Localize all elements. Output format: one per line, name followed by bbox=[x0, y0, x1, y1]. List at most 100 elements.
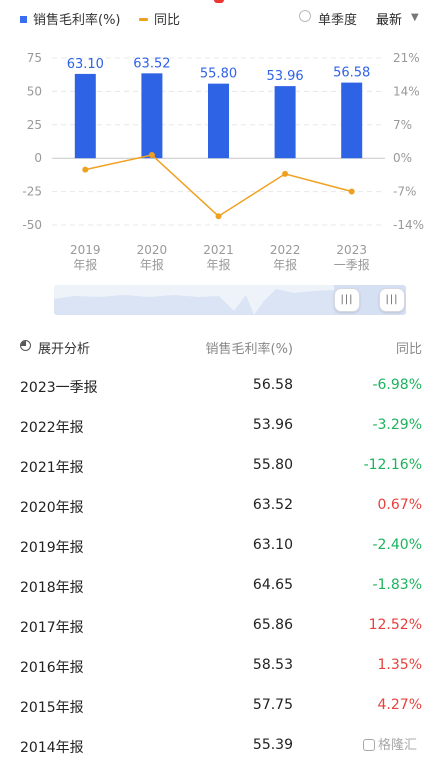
value-cell: 55.80 bbox=[252, 457, 293, 473]
x-tick-label-year: 2023 bbox=[336, 243, 367, 257]
x-tick-label-year: 2019 bbox=[70, 243, 101, 257]
watermark-logo-icon bbox=[363, 739, 375, 751]
bar bbox=[74, 73, 96, 159]
slider-preview-area bbox=[54, 289, 406, 315]
bar-value-label: 63.52 bbox=[133, 56, 170, 71]
latest-dropdown[interactable]: 最新 bbox=[376, 13, 403, 28]
legend-yoy-label: 同比 bbox=[154, 13, 181, 28]
period-cell: 2023一季报 bbox=[20, 380, 98, 396]
table-row[interactable]: 2014年报 55.39 bbox=[0, 737, 439, 777]
header-gross-margin: 销售毛利率(%) bbox=[205, 342, 294, 357]
value-cell: 63.10 bbox=[252, 537, 293, 553]
period-cell: 2021年报 bbox=[20, 460, 84, 476]
y-right-tick-label: 0% bbox=[393, 151, 412, 165]
watermark: 格隆汇 bbox=[363, 734, 417, 753]
table-row[interactable]: 2015年报 57.75 4.27% bbox=[0, 697, 439, 737]
expand-analysis-link[interactable]: 展开分析 bbox=[38, 342, 91, 357]
period-cell: 2016年报 bbox=[20, 660, 84, 676]
caret-down-icon[interactable]: ▼ bbox=[411, 12, 419, 23]
legend-gross-margin[interactable]: 销售毛利率(%) bbox=[20, 9, 121, 28]
legend-yoy[interactable]: 同比 bbox=[139, 9, 180, 28]
pie-chart-icon[interactable] bbox=[20, 340, 31, 351]
x-tick-label-type: 年报 bbox=[140, 257, 164, 272]
y-left-tick-label: 50 bbox=[27, 84, 42, 98]
yoy-cell: 0.67% bbox=[377, 497, 422, 513]
period-cell: 2022年报 bbox=[20, 420, 84, 436]
y-left-tick-label: 25 bbox=[27, 118, 42, 132]
value-cell: 57.75 bbox=[252, 697, 293, 713]
yoy-point bbox=[348, 188, 355, 195]
period-cell: 2015年报 bbox=[20, 700, 84, 716]
single-quarter-label[interactable]: 单季度 bbox=[318, 13, 358, 28]
table-row[interactable]: 2022年报 53.96 -3.29% bbox=[0, 417, 439, 457]
yoy-line bbox=[85, 154, 352, 218]
header-yoy: 同比 bbox=[395, 342, 422, 357]
table-row[interactable]: 2020年报 63.52 0.67% bbox=[0, 497, 439, 537]
period-cell: 2019年报 bbox=[20, 540, 84, 556]
bar-value-label: 55.80 bbox=[200, 67, 237, 82]
value-cell: 56.58 bbox=[252, 377, 293, 393]
bar-value-label: 53.96 bbox=[266, 69, 303, 84]
yoy-point bbox=[215, 213, 222, 220]
bar-legend-swatch bbox=[20, 16, 27, 23]
x-tick-label-year: 2020 bbox=[137, 243, 168, 257]
y-right-tick-label: 14% bbox=[393, 84, 420, 98]
gross-margin-chart: 75 21% 50 14% 25 7% 0 0% -25 -7% -50 -14% 63.10 63.52… bbox=[22, 51, 424, 272]
value-cell: 53.96 bbox=[252, 417, 293, 433]
table-row[interactable]: 2023一季报 56.58 -6.98% bbox=[0, 377, 439, 417]
bar bbox=[208, 83, 229, 159]
table-row[interactable]: 2016年报 58.53 1.35% bbox=[0, 657, 439, 697]
x-tick-label-type: 一季报 bbox=[334, 257, 370, 272]
yoy-cell: -2.40% bbox=[372, 537, 422, 553]
value-cell: 64.65 bbox=[252, 577, 293, 593]
yoy-cell: -1.83% bbox=[372, 577, 422, 593]
value-cell: 55.39 bbox=[252, 737, 293, 753]
bar bbox=[341, 82, 363, 159]
value-cell: 58.53 bbox=[252, 657, 293, 673]
x-tick-label-type: 年报 bbox=[73, 257, 97, 272]
x-tick-label-year: 2021 bbox=[203, 243, 234, 257]
yoy-cell: 12.52% bbox=[368, 617, 422, 633]
single-quarter-radio[interactable] bbox=[299, 10, 311, 22]
bar bbox=[274, 86, 296, 159]
bar-value-label: 63.10 bbox=[67, 57, 104, 72]
table-row[interactable]: 2018年报 64.65 -1.83% bbox=[0, 577, 439, 617]
yoy-point bbox=[82, 166, 89, 173]
y-right-tick-label: 7% bbox=[393, 118, 412, 132]
table-header: 展开分析 销售毛利率(%) 同比 bbox=[0, 337, 439, 359]
table-row[interactable]: 2017年报 65.86 12.52% bbox=[0, 617, 439, 657]
y-left-tick-label: -25 bbox=[22, 185, 42, 199]
legend-gross-margin-label: 销售毛利率(%) bbox=[33, 13, 121, 28]
y-right-tick-label: -7% bbox=[393, 185, 416, 199]
table-row[interactable]: 2019年报 63.10 -2.40% bbox=[0, 537, 439, 577]
value-cell: 65.86 bbox=[252, 617, 293, 633]
period-cell: 2018年报 bbox=[20, 580, 84, 596]
yoy-cell: -3.29% bbox=[372, 417, 422, 433]
yoy-point bbox=[148, 152, 155, 159]
slider-left-handle[interactable]: ||| bbox=[334, 288, 360, 312]
table-row[interactable]: 2021年报 55.80 -12.16% bbox=[0, 457, 439, 497]
x-tick-label-year: 2022 bbox=[270, 243, 301, 257]
top-indicator bbox=[214, 0, 224, 3]
y-left-tick-label: -50 bbox=[22, 218, 42, 232]
range-slider[interactable]: ||| ||| bbox=[54, 285, 406, 315]
chart-legend: 销售毛利率(%) 同比 单季度 最新 ▼ bbox=[0, 0, 439, 36]
bar bbox=[141, 73, 163, 159]
yoy-cell: 4.27% bbox=[377, 697, 422, 713]
period-cell: 2014年报 bbox=[20, 740, 84, 756]
y-right-tick-label: -14% bbox=[393, 218, 424, 232]
y-right-tick-label: 21% bbox=[393, 51, 420, 65]
value-cell: 63.52 bbox=[252, 497, 293, 513]
bar-value-label: 56.58 bbox=[333, 66, 370, 81]
yoy-cell: -6.98% bbox=[372, 377, 422, 393]
line-legend-swatch bbox=[139, 18, 148, 21]
slider-right-handle[interactable]: ||| bbox=[379, 288, 405, 312]
y-left-tick-label: 75 bbox=[27, 51, 42, 65]
period-cell: 2017年报 bbox=[20, 620, 84, 636]
yoy-cell: 1.35% bbox=[377, 657, 422, 673]
x-tick-label-type: 年报 bbox=[206, 257, 230, 272]
watermark-text: 格隆汇 bbox=[378, 738, 418, 753]
period-cell: 2020年报 bbox=[20, 500, 84, 516]
y-left-tick-label: 0 bbox=[34, 151, 42, 165]
yoy-point bbox=[282, 170, 289, 177]
